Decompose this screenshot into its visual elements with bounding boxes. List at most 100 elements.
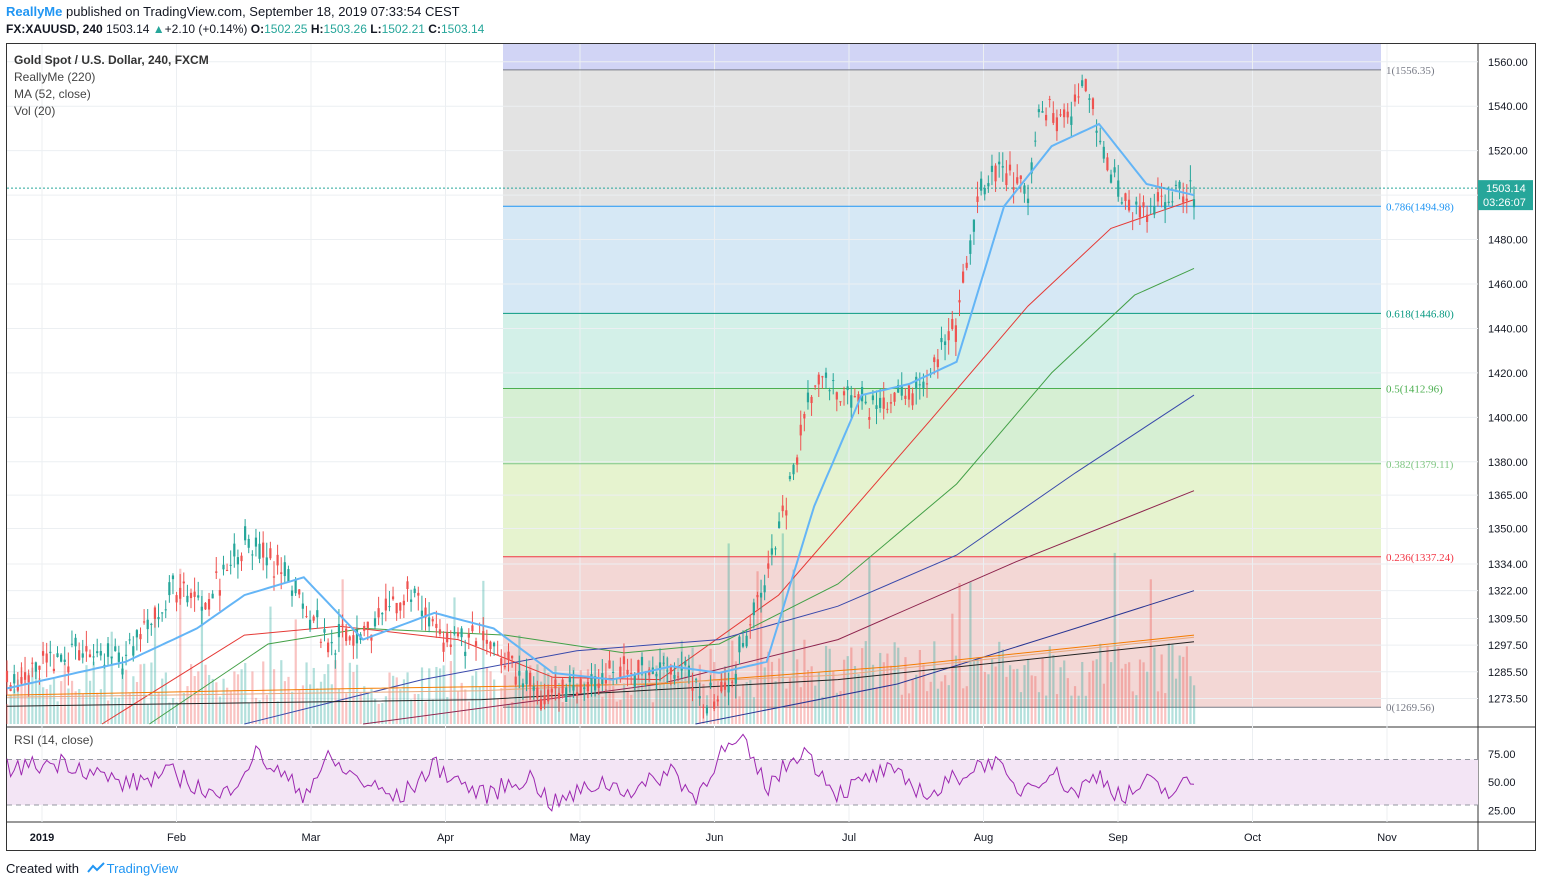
candle-body [1131,220,1134,222]
volume-bar [1117,646,1120,724]
candle-body [428,617,431,627]
volume-bar [348,662,351,724]
volume-bar [1048,646,1051,724]
volume-bar [796,659,799,724]
candle-body [990,165,994,172]
high-label: H: [310,22,324,36]
candle-body [904,395,907,399]
volume-bar [496,698,499,724]
volume-bar [1001,649,1004,724]
fib-zone-top [503,44,1381,70]
volume-bar [958,583,961,724]
volume-bar [236,674,240,724]
candle-body [283,562,286,577]
volume-bar [190,664,193,724]
candle-body [38,665,41,670]
candle-body [193,591,196,597]
candle-body [70,643,74,645]
time-axis-label: Oct [1244,832,1261,844]
volume-bar [1030,675,1033,724]
volume-bar [503,675,507,724]
volume-bar [38,678,41,724]
volume-bar [312,667,315,724]
last-price: 1503.14 [106,22,150,36]
candle-body [547,689,550,702]
volume-bar [648,660,651,724]
candle-body [539,698,543,710]
volume-bar [763,667,766,724]
candle-body [189,592,193,599]
volume-bar [1102,683,1106,724]
legend-title: Gold Spot / U.S. Dollar, 240, FXCM [14,53,209,67]
legend-indicator-ma[interactable]: MA (52, close) [14,87,91,101]
volume-bar [1055,694,1059,724]
volume-bar [850,647,853,724]
candle-body [406,581,409,589]
candle-body [290,590,294,596]
candle-body [893,392,896,402]
candle-body [806,392,810,403]
legend-indicator-1[interactable]: ReallyMe (220) [14,70,96,84]
time-axis-label: Aug [974,832,994,844]
candle-body [63,659,66,662]
time-axis-label: May [570,832,591,844]
volume-bar [1120,668,1124,724]
author-name[interactable]: ReallyMe [6,4,63,19]
volume-bar [630,694,633,724]
moving-average-line [6,634,1195,696]
volume-bar [85,665,88,724]
created-with-label: Created with [6,861,79,876]
tradingview-brand[interactable]: TradingView [106,861,179,876]
price-axis-label: 1334.00 [1488,559,1528,571]
candle-body [161,612,164,614]
candle-body [666,670,669,672]
volume-bar [1045,695,1048,724]
candle-body [561,679,564,694]
volume-bar [1146,671,1149,724]
legend-indicator-vol[interactable]: Vol (20) [14,104,56,118]
volume-bar [168,702,171,724]
volume-bar [121,663,124,724]
candle-body [402,600,405,606]
candle-body [1081,80,1084,87]
volume-bar [662,652,665,724]
candle-body [316,610,319,618]
candle-body [85,646,88,652]
price-axis-label: 1480.00 [1488,235,1528,247]
candle-body [276,554,279,566]
volume-bar [478,686,481,724]
candle-body [954,325,957,342]
volume-bar [381,703,384,724]
candle-body [918,384,921,386]
volume-bar [1167,643,1170,724]
volume-bar [1063,660,1066,724]
volume-bar [568,675,572,724]
candle-body [319,641,322,643]
candle-body [907,385,911,400]
candle-body [341,624,344,626]
candle-body [1012,187,1015,190]
candle-body [871,395,874,401]
legend-rsi[interactable]: RSI (14, close) [14,733,94,747]
volume-bar [651,702,655,724]
volume-bar [619,699,622,724]
candle-body [157,617,160,620]
volume-bar [1088,672,1091,724]
candle-body [1145,214,1149,222]
candle-body [507,651,510,660]
price-axis-label: 1540.00 [1488,101,1528,113]
candle-body [485,639,488,644]
price-axis-label: 1380.00 [1488,457,1528,469]
last-price-countdown: 03:26:07 [1483,197,1526,209]
volume-bar [594,678,597,724]
candle-body [521,683,525,688]
candle-body [5,670,9,683]
candle-body [612,671,615,673]
volume-bar [843,659,846,724]
candle-body [27,675,30,683]
candle-body [265,557,268,566]
candle-body [814,385,817,387]
candle-body [922,381,925,388]
candle-body [511,655,514,659]
